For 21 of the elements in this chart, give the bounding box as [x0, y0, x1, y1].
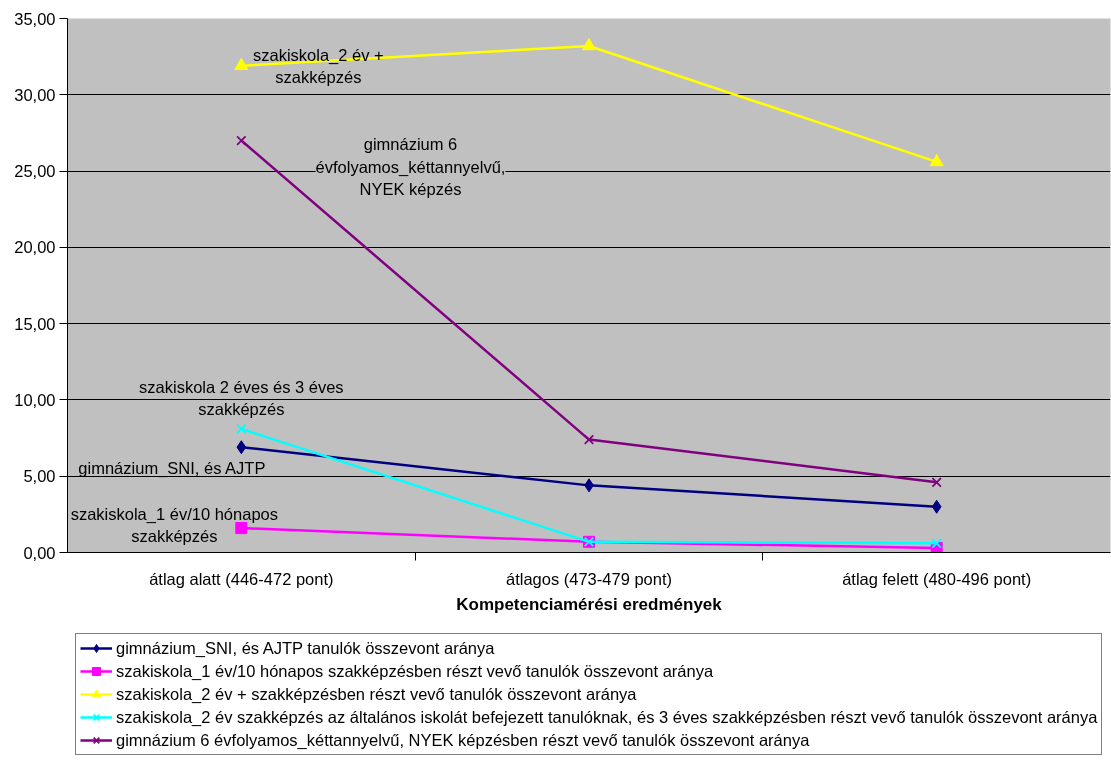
x-axis-title: Kompetenciamérési eredmények: [456, 594, 723, 614]
y-tick-label: 30,00: [14, 85, 56, 104]
annotation: szakiskola_1 év/10 hónapos szakképzés: [70, 504, 278, 546]
legend-label: gimnázium 6 évfolyamos_kéttannyelvű, NYEK képzésben részt vevő tanulók összevont aránya: [116, 730, 810, 750]
legend-label: szakiskola_2 év szakképzés az általános iskolát befejezett tanulóknak, és 3 éves szakképzésben részt vevő tanulók összevont aránya: [116, 707, 1098, 727]
y-tick-label: 35,00: [14, 9, 56, 28]
annotation: gimnázium 6 évfolyamos_kéttannyelvű, NYEK képzés: [315, 135, 506, 198]
y-tick-label: 20,00: [14, 238, 56, 257]
legend-label: szakiskola_1 év/10 hónapos szakképzésben részt vevő tanulók összevont aránya: [116, 661, 714, 681]
x-tick-label: átlag felett (480-496 pont): [842, 569, 1032, 588]
x-tick-label: átlag alatt (446-472 pont): [149, 569, 334, 588]
annotation: gimnázium_SNI, és AJTP: [78, 459, 266, 479]
y-tick-label: 25,00: [14, 162, 56, 181]
y-tick-label: 10,00: [14, 390, 56, 409]
y-tick-label: 0,00: [23, 543, 56, 562]
legend-label: szakiskola_2 év + szakképzésben részt vevő tanulók összevont aránya: [116, 684, 637, 704]
y-tick-label: 5,00: [23, 467, 56, 486]
legend-label: gimnázium_SNI, és AJTP tanulók összevont aránya: [116, 638, 495, 658]
y-tick-label: 15,00: [14, 314, 56, 333]
x-tick-label: átlagos (473-479 pont): [505, 569, 673, 588]
annotation: szakiskola 2 éves és 3 éves szakképzés: [139, 377, 344, 419]
